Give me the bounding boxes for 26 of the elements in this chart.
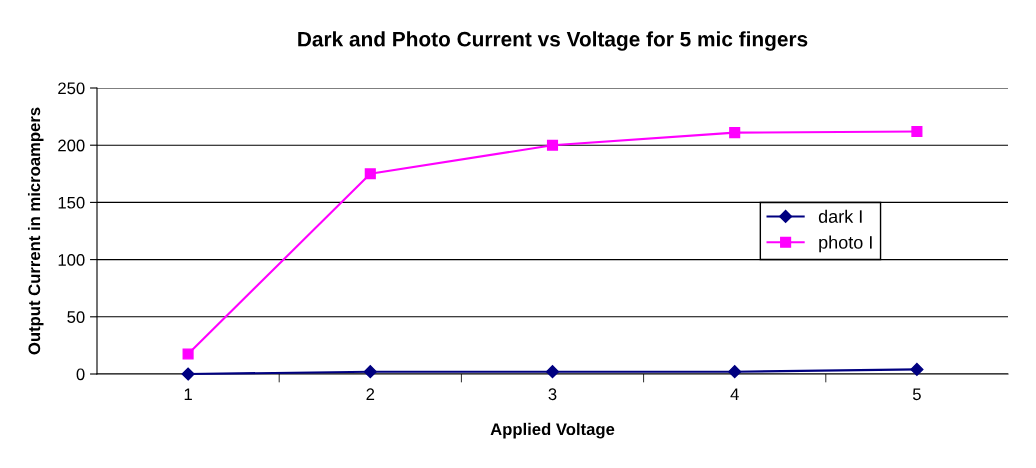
x-tick-label: 5 — [912, 388, 921, 401]
y-tick-label: 100 — [58, 254, 85, 266]
y-tick-label: 150 — [58, 196, 85, 209]
chart-title: Dark and Photo Current vs Voltage for 5 mic fingers — [298, 31, 808, 51]
point — [729, 127, 741, 139]
y-tick-label: 50 — [67, 311, 85, 323]
point — [363, 365, 377, 379]
legend-label: dark I — [818, 209, 862, 223]
point — [364, 168, 376, 180]
point — [728, 365, 742, 379]
point — [181, 367, 195, 381]
y-axis-title: Output Current in microampers — [27, 107, 44, 355]
point — [182, 348, 194, 360]
y-tick-label: 250 — [58, 82, 85, 95]
x-tick-label: 3 — [548, 388, 557, 401]
y-tick-label: 200 — [58, 139, 85, 152]
point — [910, 362, 924, 377]
y-tick-label: 0 — [76, 368, 85, 381]
x-tick-label: 4 — [730, 388, 739, 400]
point — [545, 365, 560, 379]
legend-label: photo I — [819, 235, 872, 253]
point — [546, 139, 559, 151]
x-axis-title: Applied Voltage — [490, 422, 615, 439]
x-tick-label: 1 — [184, 388, 192, 400]
point — [911, 125, 923, 138]
x-tick-label: 2 — [366, 388, 375, 400]
